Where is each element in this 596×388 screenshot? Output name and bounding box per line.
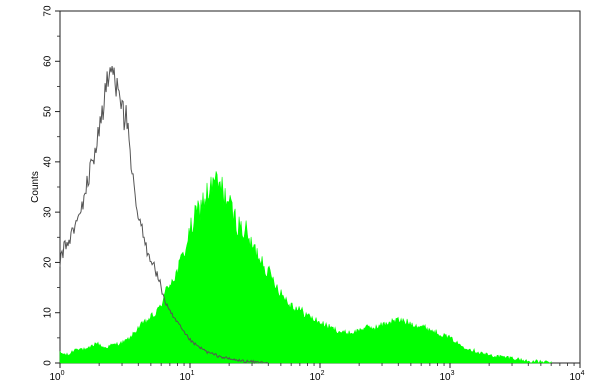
- x-tick-label: 104: [569, 370, 584, 383]
- series-control-histogram: [59, 66, 269, 365]
- x-tick-label: 102: [309, 370, 324, 383]
- x-tick-label: 101: [179, 370, 194, 383]
- y-axis-ticks: 0 10 20 30 40 50 60 70: [43, 5, 60, 366]
- y-tick-label: 30: [43, 206, 54, 218]
- y-tick-label: 10: [43, 307, 54, 319]
- series-sample-histogram: [59, 171, 552, 364]
- series-layer: [59, 66, 552, 365]
- y-tick-label: 20: [43, 256, 54, 268]
- y-tick-label: 0: [43, 360, 54, 366]
- plot-frame: [59, 10, 581, 364]
- x-axis-ticks: 100 101 102 103 104: [49, 363, 585, 383]
- x-tick-label: 103: [439, 370, 454, 383]
- x-tick-label: 100: [49, 370, 64, 383]
- y-tick-label: 60: [43, 55, 54, 67]
- y-tick-label: 70: [43, 5, 54, 17]
- plot-area: 100 101 102 103 104 0 10 20 30 40 50 60 70: [43, 5, 585, 383]
- y-axis-label: Counts: [30, 171, 41, 203]
- y-tick-label: 50: [43, 106, 54, 118]
- y-tick-label: 40: [43, 156, 54, 168]
